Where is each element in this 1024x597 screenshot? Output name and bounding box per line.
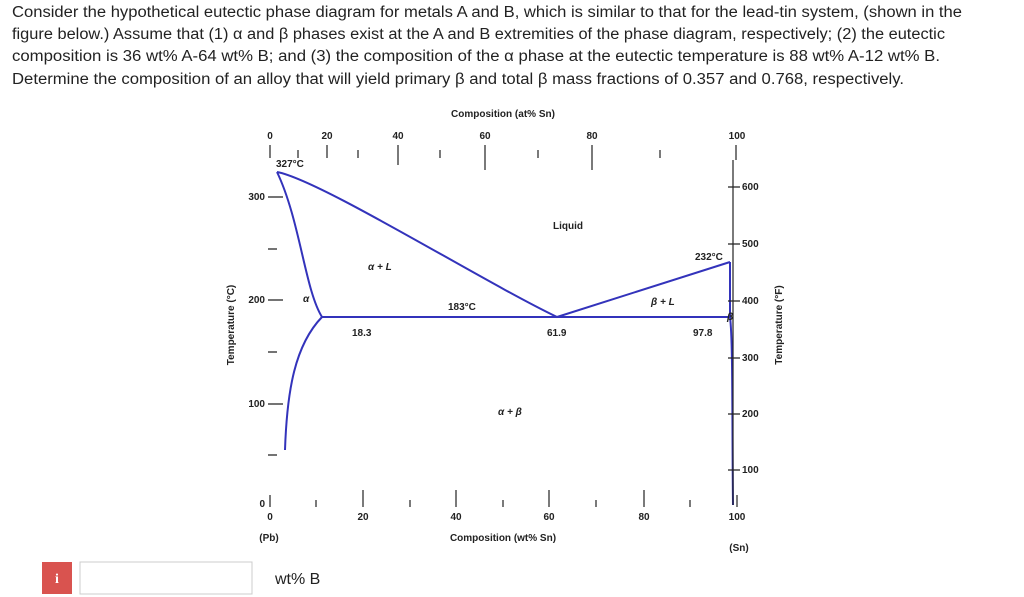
left-tick-label: 0 xyxy=(259,499,265,510)
diagram-label: 61.9 xyxy=(547,328,567,339)
axis-title: Composition (wt% Sn) xyxy=(450,533,556,544)
right-tick-label: 100 xyxy=(742,465,759,476)
info-icon xyxy=(42,562,72,594)
diagram-label: 327°C xyxy=(276,159,304,170)
end-label: (Sn) xyxy=(729,543,748,554)
end-label: (Pb) xyxy=(259,533,278,544)
top-tick-label: 100 xyxy=(729,131,746,142)
top-tick-label: 40 xyxy=(392,131,404,142)
answer-input[interactable] xyxy=(79,561,253,595)
top-tick-label: 0 xyxy=(267,131,273,142)
answer-unit: wt% B xyxy=(274,571,320,588)
question-line: Consider the hypothetical eutectic phase… xyxy=(12,4,962,21)
solvus xyxy=(284,316,323,451)
diagram-label: 183°C xyxy=(448,302,476,313)
right-tick-label: 600 xyxy=(742,182,759,193)
diagram-label: β + L xyxy=(650,297,675,308)
diagram-label: 97.8 xyxy=(693,328,713,339)
diagram-label: α + L xyxy=(368,262,392,273)
diagram-label: 232°C xyxy=(695,252,723,263)
bottom-tick-marks xyxy=(269,490,738,507)
question-line: figure below.) Assume that (1) α and β p… xyxy=(12,26,945,43)
axis-title: Temperature (°C) xyxy=(226,285,237,366)
axis-title: Temperature (°F) xyxy=(774,285,785,364)
info-icon-text: i xyxy=(55,572,59,587)
diagram-label: α xyxy=(303,294,310,305)
bottom-tick-label: 60 xyxy=(543,512,555,523)
diagram-label: β xyxy=(726,312,733,323)
liquidus xyxy=(276,171,731,319)
diagram-label: Liquid xyxy=(553,221,583,232)
top-tick-label: 20 xyxy=(321,131,333,142)
right-tick-label: 200 xyxy=(742,409,759,420)
right-tick-label: 500 xyxy=(742,239,759,250)
left-tick-label: 200 xyxy=(248,295,265,306)
diagram-label: α + β xyxy=(498,407,522,418)
bottom-tick-label: 20 xyxy=(357,512,369,523)
right-tick-label: 400 xyxy=(742,296,759,307)
top-tick-label: 60 xyxy=(479,131,491,142)
bottom-tick-label: 100 xyxy=(729,512,746,523)
left-tick-marks xyxy=(268,196,283,456)
diagram-label: 18.3 xyxy=(352,328,372,339)
bottom-tick-label: 0 xyxy=(267,512,273,523)
right-tick-label: 300 xyxy=(742,353,759,364)
left-tick-label: 300 xyxy=(248,192,265,203)
top-tick-marks xyxy=(269,145,737,170)
bottom-tick-label: 40 xyxy=(450,512,462,523)
axis-title: Composition (at% Sn) xyxy=(451,109,555,120)
question-line: Determine the composition of an alloy th… xyxy=(12,71,904,88)
bottom-tick-label: 80 xyxy=(638,512,650,523)
question-line: composition is 36 wt% A-64 wt% B; and (3… xyxy=(12,48,940,65)
left-tick-label: 100 xyxy=(248,399,265,410)
question: Consider the hypothetical eutectic phase… xyxy=(12,4,962,88)
solidus xyxy=(276,171,323,318)
right-tick-marks xyxy=(728,160,740,505)
phase-diagram: 0 20 40 60 80 100 0 20 40 60 80 100 0 100 200 300 100 200… xyxy=(226,109,785,554)
top-tick-label: 80 xyxy=(586,131,598,142)
